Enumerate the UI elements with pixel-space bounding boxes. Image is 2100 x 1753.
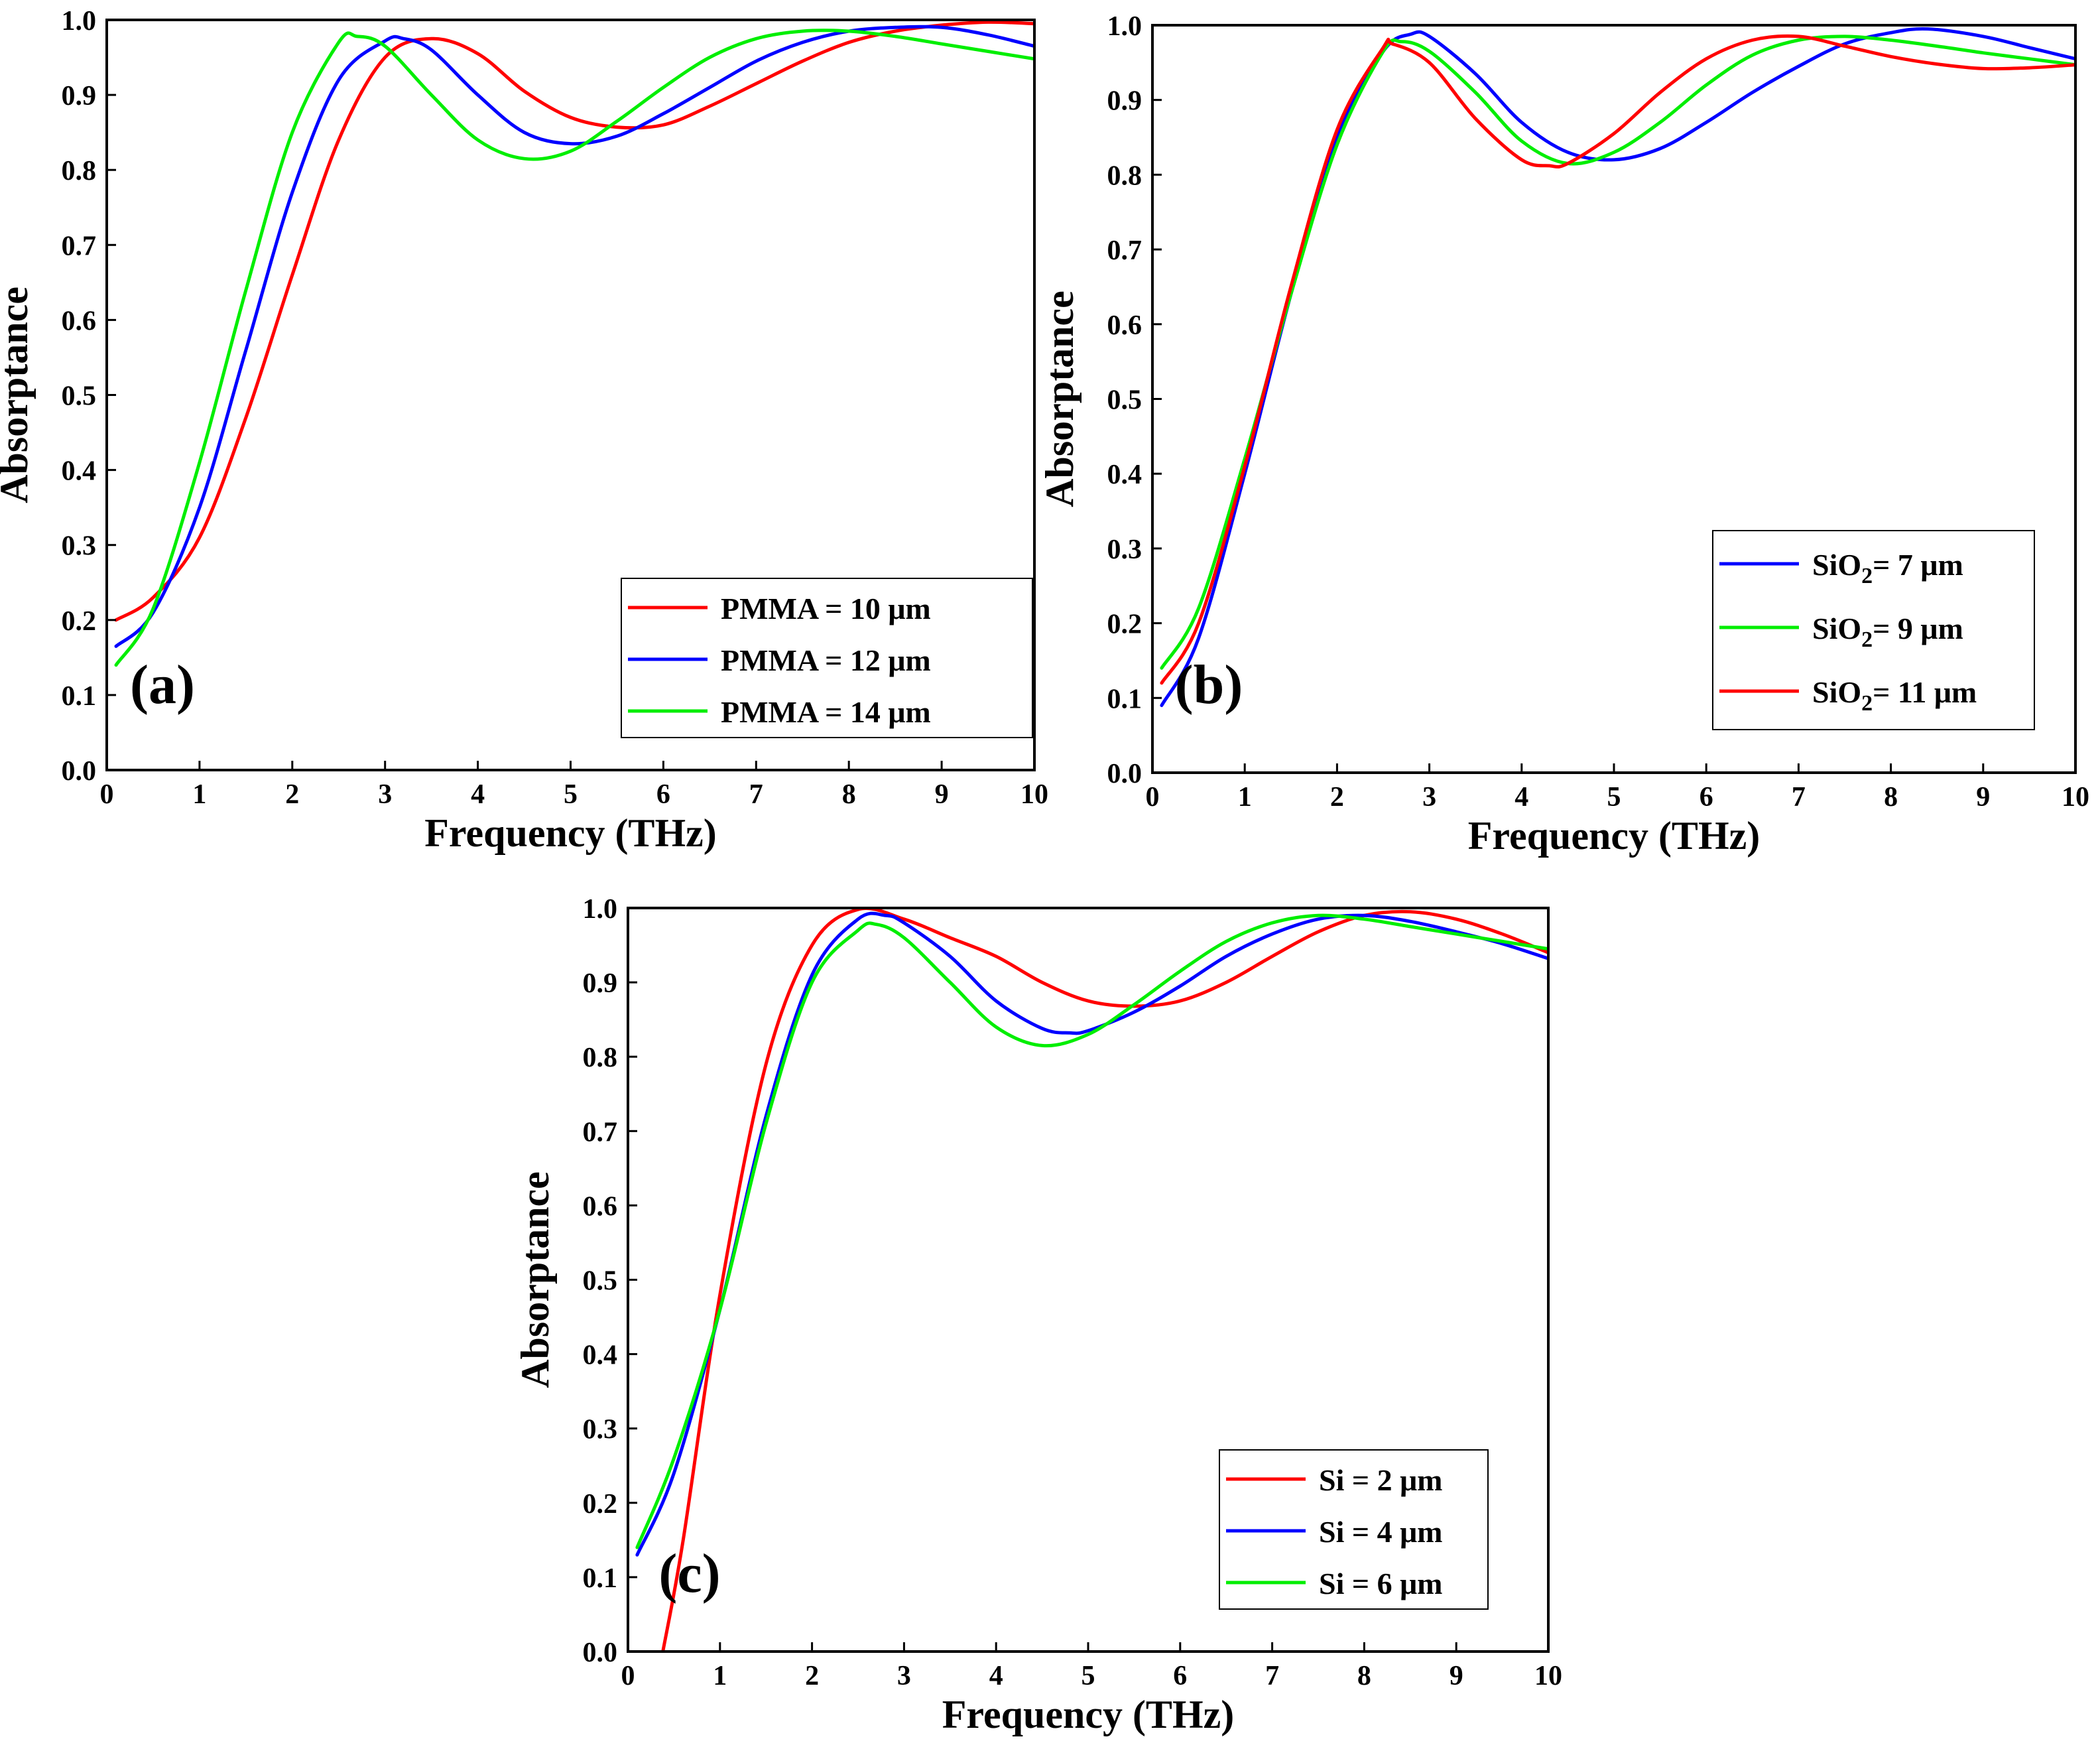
x-axis-title: Frequency (THz) — [942, 1693, 1234, 1736]
legend-label-2: Si = 6 μm — [1319, 1567, 1442, 1600]
legend-label-1: Si = 4 μm — [1319, 1515, 1442, 1549]
series-line-2 — [635, 913, 1548, 1549]
y-tick-label: 0.6 — [583, 1191, 618, 1222]
y-tick-label: 0.4 — [62, 456, 97, 487]
y-tick-label: 0.1 — [583, 1563, 618, 1594]
x-tick-label: 2 — [285, 779, 299, 810]
x-tick-label: 8 — [842, 779, 856, 810]
y-tick-label: 0.5 — [62, 381, 97, 412]
x-tick-label: 4 — [471, 779, 485, 810]
x-tick-label: 5 — [1081, 1661, 1095, 1691]
x-tick-label: 10 — [1534, 1661, 1562, 1691]
y-axis-title: Absorptance — [1038, 291, 1081, 507]
x-tick-label: 3 — [897, 1661, 911, 1691]
x-tick-label: 0 — [1146, 782, 1160, 812]
y-tick-label: 0.8 — [62, 156, 97, 186]
y-tick-label: 0.5 — [1107, 385, 1143, 416]
x-tick-label: 10 — [1020, 779, 1048, 810]
legend-label-2: SiO2= 11 μm — [1812, 675, 1977, 716]
series-line-0 — [114, 20, 1034, 622]
x-tick-label: 9 — [1450, 1661, 1463, 1691]
x-tick-label: 5 — [1607, 782, 1621, 812]
y-tick-label: 0.4 — [1107, 460, 1143, 490]
legend: Si = 2 μm Si = 4 μm Si = 6 μm — [1219, 1449, 1489, 1610]
y-tick-label: 0.2 — [62, 606, 97, 637]
legend-label-2: PMMA = 14 μm — [721, 695, 931, 729]
y-tick-label: 1.0 — [62, 6, 97, 36]
y-tick-label: 0.7 — [1107, 235, 1143, 266]
series-line-2 — [1160, 34, 2075, 685]
y-tick-label: 0.2 — [1107, 610, 1143, 640]
x-tick-label: 2 — [805, 1661, 819, 1691]
chart-panel-1: 0 1 2 3 4 5 6 7 8 9 10 0.0 0.1 0.2 0.3 0.4 0.5 0.6 0.7 0.8 0… — [1038, 11, 2089, 858]
panel-label: (c) — [658, 1543, 720, 1604]
y-axis-title: Absorptance — [513, 1171, 557, 1388]
x-tick-label: 9 — [1976, 782, 1990, 812]
y-tick-label: 0.3 — [62, 531, 97, 562]
y-tick-label: 1.0 — [583, 894, 618, 925]
x-tick-label: 2 — [1330, 782, 1344, 812]
y-tick-label: 0.8 — [583, 1043, 618, 1073]
x-tick-label: 1 — [713, 1661, 727, 1691]
legend: PMMA = 10 μm PMMA = 12 μm PMMA = 14 μm — [621, 578, 1033, 738]
x-axis-title: Frequency (THz) — [424, 811, 716, 855]
y-tick-label: 0.7 — [62, 231, 97, 261]
y-tick-label: 0.6 — [1107, 310, 1143, 341]
y-tick-label: 0.0 — [583, 1638, 618, 1668]
x-tick-label: 8 — [1357, 1661, 1371, 1691]
y-tick-label: 0.0 — [62, 756, 97, 787]
y-tick-label: 0.6 — [62, 306, 97, 336]
y-tick-label: 1.0 — [1107, 11, 1143, 42]
x-tick-label: 0 — [100, 779, 114, 810]
y-tick-label: 0.1 — [62, 681, 97, 712]
x-tick-label: 3 — [1422, 782, 1436, 812]
x-tick-label: 0 — [621, 1661, 635, 1691]
x-axis-title: Frequency (THz) — [1468, 814, 1760, 858]
legend-label-0: PMMA = 10 μm — [721, 592, 931, 625]
chart-panel-0: 0 1 2 3 4 5 6 7 8 9 10 0.0 0.1 0.2 0.3 0.4 0.5 0.6 0.7 0.8 0… — [0, 6, 1048, 855]
y-tick-label: 0.0 — [1107, 759, 1143, 789]
y-axis-title: Absorptance — [0, 287, 36, 503]
y-tick-label: 0.3 — [583, 1415, 618, 1445]
y-tick-label: 0.8 — [1107, 161, 1143, 191]
x-tick-label: 7 — [1265, 1661, 1279, 1691]
x-tick-label: 8 — [1884, 782, 1898, 812]
legend-label-0: Si = 2 μm — [1319, 1463, 1442, 1497]
x-tick-label: 6 — [656, 779, 670, 810]
x-tick-label: 4 — [989, 1661, 1003, 1691]
x-tick-label: 1 — [1238, 782, 1252, 812]
legend-label-1: PMMA = 12 μm — [721, 643, 931, 677]
series-line-2 — [114, 29, 1034, 667]
y-tick-label: 0.9 — [1107, 86, 1143, 117]
x-tick-label: 4 — [1514, 782, 1528, 812]
panel-label: (a) — [130, 654, 195, 716]
x-tick-label: 10 — [2062, 782, 2089, 812]
y-tick-label: 0.7 — [583, 1117, 618, 1147]
legend-label-0: SiO2= 7 μm — [1812, 548, 1963, 588]
x-tick-label: 9 — [935, 779, 949, 810]
y-tick-label: 0.9 — [62, 81, 97, 111]
y-tick-label: 0.3 — [1107, 535, 1143, 565]
y-tick-label: 0.2 — [583, 1489, 618, 1520]
x-tick-label: 6 — [1699, 782, 1713, 812]
chart-panel-2: 0 1 2 3 4 5 6 7 8 9 10 0.0 0.1 0.2 0.3 0.4 0.5 0.6 0.7 0.8 0… — [513, 894, 1562, 1736]
x-tick-label: 1 — [192, 779, 206, 810]
x-tick-label: 3 — [378, 779, 392, 810]
x-tick-label: 5 — [564, 779, 578, 810]
y-tick-label: 0.5 — [583, 1266, 618, 1297]
y-tick-label: 0.9 — [583, 968, 618, 999]
legend-label-1: SiO2= 9 μm — [1812, 612, 1963, 652]
panel-label: (b) — [1175, 654, 1243, 716]
legend: SiO2= 7 μm SiO2= 9 μm SiO2= 11 μm — [1712, 530, 2035, 730]
x-tick-label: 6 — [1173, 1661, 1187, 1691]
x-tick-label: 7 — [749, 779, 763, 810]
y-tick-label: 0.4 — [583, 1340, 618, 1371]
x-tick-label: 7 — [1792, 782, 1806, 812]
y-tick-label: 0.1 — [1107, 684, 1143, 714]
